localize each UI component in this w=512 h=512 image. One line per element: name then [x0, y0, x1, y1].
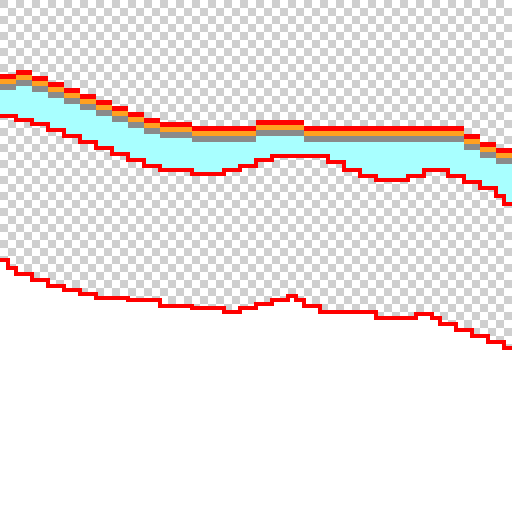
red-bottom-outline: [0, 258, 512, 350]
white-fill: [0, 260, 512, 512]
cyan-band: [0, 86, 512, 204]
red-lower-outline: [0, 114, 512, 206]
